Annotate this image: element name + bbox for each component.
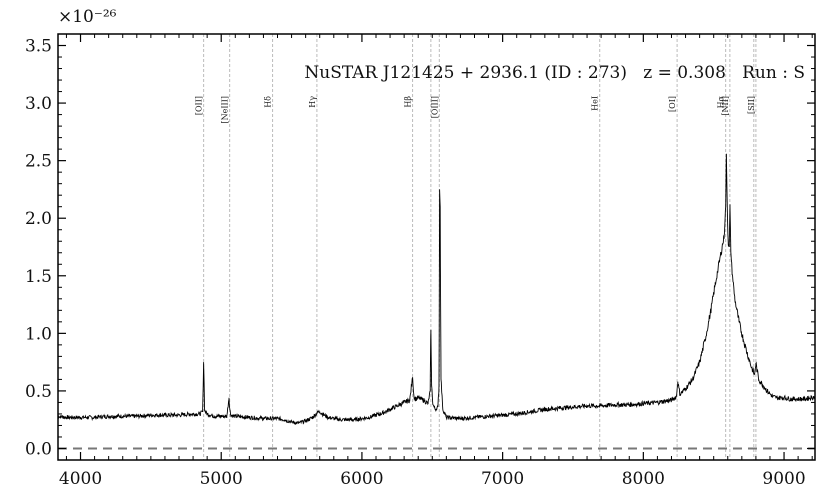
emission-line-label: [NII] — [721, 96, 730, 116]
emission-line-label: [OII] — [195, 96, 204, 115]
emission-line-markers — [203, 34, 757, 460]
y-tick-label: 2.0 — [25, 209, 52, 229]
axes-frame — [57, 33, 816, 461]
y-tick-label: 3.0 — [25, 94, 52, 114]
emission-line-label: Hγ — [308, 96, 317, 108]
y-tick-label: 2.5 — [25, 152, 52, 172]
x-tick-label: 4000 — [59, 469, 102, 489]
x-tick-label: 6000 — [340, 469, 383, 489]
plot-frame — [57, 33, 816, 461]
emission-line-label: [NeIII] — [221, 96, 230, 123]
emission-line-labels: [OII] [NeIII] Hδ Hγ Hβ [OIII] HeI [OI] Hα[NII] [S… — [195, 95, 756, 123]
emission-line-label: Hδ — [264, 96, 273, 108]
spectrum-line — [57, 153, 816, 425]
chart-title: NuSTAR J121425 + 2936.1 (ID : 273) z = 0… — [304, 63, 805, 83]
y-axis-multiplier: ×10⁻²⁶ — [58, 7, 117, 27]
y-tick-label: 0.0 — [25, 439, 52, 459]
y-tick-label: 3.5 — [25, 37, 52, 57]
y-tick-label: 0.5 — [25, 382, 52, 402]
x-tick-label: 5000 — [200, 469, 243, 489]
x-tick-label: 9000 — [762, 469, 805, 489]
emission-line-label: Hα — [717, 95, 726, 108]
y-tick-label: 1.0 — [25, 324, 52, 344]
emission-line-label: [OIII] — [430, 96, 439, 118]
emission-line-label: [SII] — [747, 96, 756, 114]
spectrum-series — [57, 153, 816, 425]
emission-line-label: [OI] — [668, 96, 677, 112]
y-tick-label: 1.5 — [25, 267, 52, 287]
x-tick-label: 7000 — [481, 469, 524, 489]
axis-ticks: 4000 5000 6000 7000 8000 9000 0.0 0.5 1.0 1.5 2.0 2… — [25, 34, 815, 489]
x-tick-label: 8000 — [622, 469, 665, 489]
emission-line-label: HeI — [591, 96, 600, 111]
emission-line-label: Hβ — [404, 96, 413, 108]
